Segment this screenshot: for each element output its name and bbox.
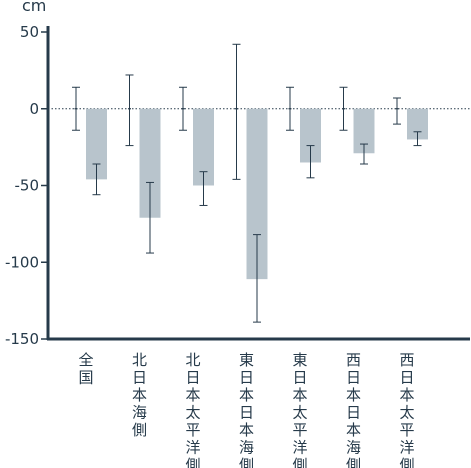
category-label-char: 洋 [292,439,307,457]
bar [246,108,268,280]
category-label-char: 洋 [185,439,200,457]
category-labels: 全国北日本海側北日本太平洋側東日本日本海側東日本太平洋側西日本日本海側西日本太平… [78,351,414,468]
category-label-char: 本 [399,386,414,404]
y-tick-label: -50 [15,177,40,195]
category-label: 北日本海側 [132,351,147,439]
reference-ranges [72,43,401,180]
category-label-char: 国 [78,369,93,387]
category-label-char: 側 [346,456,361,468]
category-label-char: 全 [78,351,93,369]
category-label-char: 西 [399,351,414,369]
category-label-char: 側 [132,421,147,439]
category-label-char: 本 [239,421,254,439]
category-label: 西日本太平洋側 [399,351,414,468]
category-label-char: 本 [346,386,361,404]
bar [86,108,107,180]
bar [407,108,428,140]
category-label-char: 海 [132,404,147,422]
category-label-char: 東 [292,351,307,369]
category-label: 西日本日本海側 [346,351,361,468]
y-tick-label: -100 [5,253,39,271]
y-axis: 50 0 -50 -100 -150 [5,23,50,348]
bar [139,108,161,218]
category-label-char: 日 [399,369,414,387]
y-tick-label: 50 [20,23,39,41]
category-label-char: 日 [292,369,307,387]
y-tick-label: -150 [5,330,39,348]
category-label-char: 側 [292,456,307,468]
category-label: 全国 [78,351,93,387]
category-label: 東日本日本海側 [239,351,254,468]
category-label-char: 海 [346,439,361,457]
category-label-char: 平 [399,421,414,439]
category-label-char: 側 [239,456,254,468]
category-label-char: 日 [185,369,200,387]
category-label-char: 太 [185,404,200,422]
category-label-char: 海 [239,439,254,457]
category-label-char: 日 [239,369,254,387]
category-label-char: 側 [185,456,200,468]
category-label-char: 日 [346,369,361,387]
y-tick-label: 0 [29,100,39,118]
category-label-char: 本 [292,386,307,404]
category-label-char: 西 [346,351,361,369]
category-label-char: 平 [185,421,200,439]
category-label-char: 本 [239,386,254,404]
category-label-char: 洋 [399,439,414,457]
category-label-char: 本 [185,386,200,404]
category-label-char: 東 [239,351,254,369]
category-label-char: 側 [399,456,414,468]
category-label: 東日本太平洋側 [292,351,307,468]
bar [353,108,375,154]
category-label-char: 北 [132,351,147,369]
category-label: 北日本太平洋側 [185,351,200,468]
category-label-char: 太 [399,404,414,422]
category-label-char: 日 [346,404,361,422]
category-label-char: 本 [346,421,361,439]
y-axis-unit-label: cm [22,0,46,15]
category-label-char: 日 [239,404,254,422]
bars [86,108,428,280]
category-label-char: 平 [292,421,307,439]
category-label-char: 北 [185,351,200,369]
bar [300,108,321,163]
category-label-char: 太 [292,404,307,422]
category-label-char: 本 [132,386,147,404]
error-bars [92,131,422,323]
category-label-char: 日 [132,369,147,387]
bar [193,108,214,186]
